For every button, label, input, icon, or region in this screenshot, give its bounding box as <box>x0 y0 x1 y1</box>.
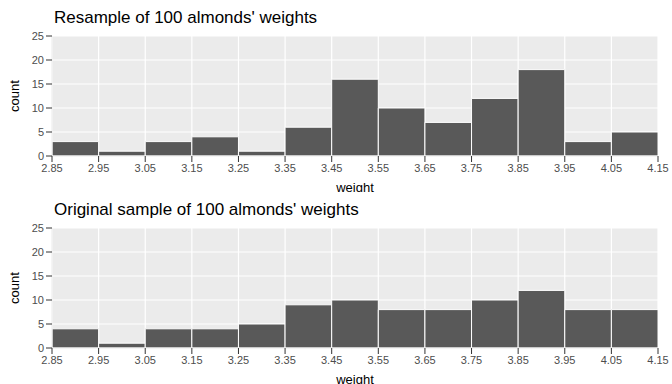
svg-text:4.15: 4.15 <box>647 162 664 174</box>
svg-text:weight: weight <box>335 180 374 192</box>
svg-text:5: 5 <box>38 318 44 330</box>
svg-text:2.95: 2.95 <box>88 162 109 174</box>
svg-text:2.95: 2.95 <box>88 354 109 366</box>
svg-text:15: 15 <box>32 270 44 282</box>
svg-text:20: 20 <box>32 246 44 258</box>
svg-text:3.85: 3.85 <box>507 162 528 174</box>
svg-text:3.45: 3.45 <box>321 354 342 366</box>
svg-text:4.15: 4.15 <box>647 354 664 366</box>
svg-text:3.15: 3.15 <box>181 162 202 174</box>
svg-text:3.65: 3.65 <box>414 354 435 366</box>
svg-text:10: 10 <box>32 294 44 306</box>
svg-text:3.55: 3.55 <box>368 354 389 366</box>
svg-text:3.95: 3.95 <box>554 162 575 174</box>
svg-text:3.65: 3.65 <box>414 162 435 174</box>
svg-text:3.95: 3.95 <box>554 354 575 366</box>
svg-text:5: 5 <box>38 126 44 138</box>
svg-text:25: 25 <box>32 224 44 234</box>
svg-text:10: 10 <box>32 102 44 114</box>
svg-text:3.75: 3.75 <box>461 354 482 366</box>
svg-text:3.35: 3.35 <box>274 162 295 174</box>
svg-text:3.15: 3.15 <box>181 354 202 366</box>
svg-text:3.45: 3.45 <box>321 162 342 174</box>
html-text:Resample of 100 almonds' weigh: Resample of 100 almonds' weights <box>54 8 318 27</box>
svg-text:0: 0 <box>38 150 44 162</box>
svg-text:3.05: 3.05 <box>135 354 156 366</box>
svg-text:2.85: 2.85 <box>41 162 62 174</box>
svg-text:20: 20 <box>32 54 44 66</box>
svg-text:15: 15 <box>32 78 44 90</box>
svg-text:25: 25 <box>32 32 44 42</box>
svg-text:3.55: 3.55 <box>368 162 389 174</box>
svg-text:3.85: 3.85 <box>507 354 528 366</box>
svg-text:count: count <box>8 272 22 304</box>
svg-text:3.25: 3.25 <box>228 162 249 174</box>
svg-text:2.85: 2.85 <box>41 354 62 366</box>
svg-text:4.05: 4.05 <box>601 162 622 174</box>
svg-text:count: count <box>8 80 22 112</box>
svg-text:weight: weight <box>335 372 374 384</box>
html-text:Original sample of 100 almonds: Original sample of 100 almonds' weights <box>54 200 359 219</box>
svg-text:3.75: 3.75 <box>461 162 482 174</box>
svg-text:0: 0 <box>38 342 44 354</box>
svg-text:3.35: 3.35 <box>274 354 295 366</box>
svg-text:3.25: 3.25 <box>228 354 249 366</box>
svg-text:3.05: 3.05 <box>135 162 156 174</box>
svg-text:4.05: 4.05 <box>601 354 622 366</box>
